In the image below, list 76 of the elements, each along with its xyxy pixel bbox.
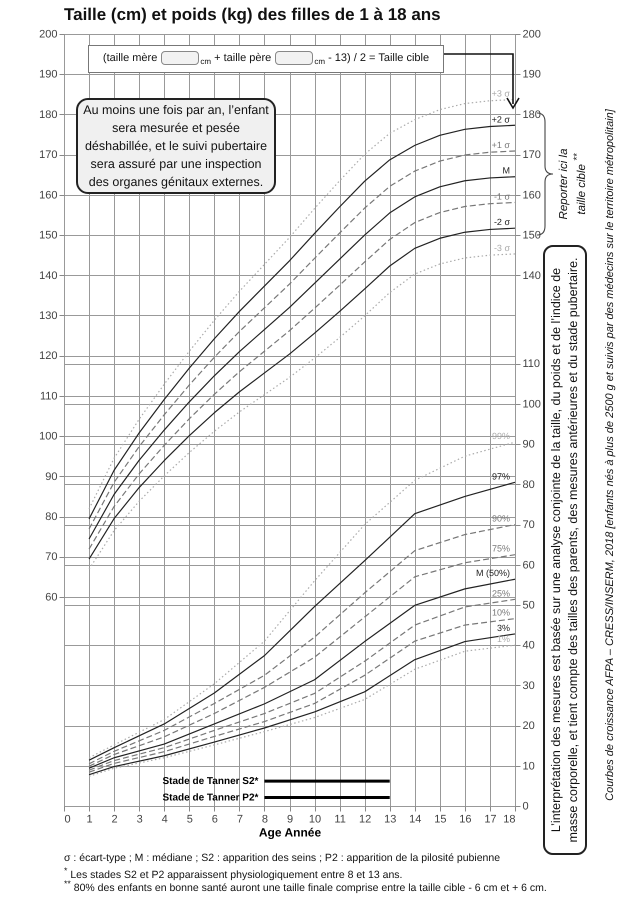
y-tick-label: 150 [39, 230, 58, 242]
y3-tick-label: 170 [522, 149, 541, 162]
y2-tick-label: 90 [522, 438, 535, 451]
y3-tick-label: 150 [522, 230, 541, 242]
y2-tick-label: 0 [522, 800, 529, 812]
series-label: 3% [496, 622, 510, 633]
y-tick-label: 190 [39, 68, 58, 81]
series-label: M [502, 166, 510, 176]
y-tick-label: 130 [39, 310, 58, 322]
x-tick-label: 1 [86, 814, 93, 826]
text: L’interprétation des mesures est basée sur une analyse conjointe de la taille, du poids et de l’indice de masse corporelle, et tient compte des tailles des parents, des mesures antérieures et du stade pubertaire. [548, 256, 581, 845]
y-tick-label: 80 [45, 511, 58, 523]
y2-tick-label: 20 [522, 720, 535, 732]
y2-tick-label: 100 [522, 398, 541, 410]
y-tick-label: 110 [40, 390, 58, 402]
series-label: -2 σ [494, 217, 510, 228]
x-tick-label: 18 [503, 814, 516, 826]
y-tick-label: 160 [39, 189, 58, 202]
x-tick-label: 13 [384, 814, 396, 826]
y-tick-label: 60 [45, 591, 58, 604]
x-tick-label: 16 [459, 814, 472, 826]
y2-tick-label: 110 [522, 358, 540, 370]
x-tick-label: 14 [409, 814, 422, 826]
y2-tick-label: 60 [522, 559, 535, 572]
x-tick-label: 4 [162, 814, 168, 826]
text: $^{*}$ Les stades S2 et P2 apparaissent physiologiquement entre 8 et 13 ans. [64, 865, 402, 880]
x-tick-label: 2 [112, 814, 118, 826]
y-tick-label: 70 [45, 551, 58, 564]
y3-tick-label: 200 [522, 28, 541, 40]
y2-tick-label: 70 [522, 519, 535, 532]
series-label: +1 σ [492, 140, 510, 150]
series-label: 25% [492, 588, 510, 598]
y2-tick-label: 80 [522, 478, 535, 491]
y-tick-label: 170 [39, 149, 58, 162]
series-label: 75% [492, 544, 510, 554]
y2-tick-label: 40 [522, 640, 535, 652]
x-tick-label: 9 [286, 814, 294, 826]
x-tick-label: 8 [262, 814, 268, 826]
series-label: Stade de Tanner P2* [162, 792, 259, 804]
x-tick-label: 6 [212, 814, 218, 826]
y-tick-label: 140 [39, 270, 58, 282]
series-label: Stade de Tanner S2* [162, 776, 259, 788]
series-label: +3 σ [492, 88, 510, 99]
annotation: Au moins une fois par an, l’enfant sera mesurée et pesée déshabillée, et le suivi pubertaire sera assuré par une inspection des organes génitaux externes. [82, 102, 270, 192]
x-tick-label: 3 [136, 814, 143, 826]
x-tick-label: 11 [334, 814, 346, 826]
y-tick-label: 90 [45, 470, 58, 483]
series-label: 1% [496, 634, 510, 644]
text: Courbes de croissance AFPA – CRESS/INSERM, 2018 [enfants nés à plus de 2500 g et suivis par des médecins sur le territoire métropolitain] [604, 109, 616, 801]
y-tick-label: 180 [39, 108, 58, 121]
text: σ : écart-type ; M : médiane ; S2 : apparition des seins ; P2 : apparition de la pilosité pubienne [64, 852, 500, 864]
x-tick-label: 7 [236, 814, 243, 826]
text: (taille mère $_{cm}$ + taille père $_{cm}$ - 13) / 2 = Taille cible [102, 52, 430, 67]
y-tick-label: 200 [39, 28, 58, 40]
y2-tick-label: 50 [522, 599, 535, 612]
y2-tick-label: 10 [522, 760, 535, 772]
series-label: +2 σ [492, 114, 510, 124]
series-label: 97% [492, 471, 510, 482]
x-axis-title: Age Année [258, 826, 322, 840]
y3-tick-label: 180 [522, 108, 541, 121]
x-tick-label: 10 [308, 814, 322, 826]
y3-tick-label: 140 [522, 270, 541, 282]
series-label: 10% [492, 608, 510, 618]
x-tick-label: 0 [64, 814, 71, 826]
x-tick-label: 12 [359, 814, 372, 826]
y-tick-label: 120 [39, 350, 58, 362]
x-tick-label: 15 [434, 814, 446, 826]
chart-title: Taille (cm) et poids (kg) des filles de 1 à 18 ans [64, 5, 441, 24]
y3-tick-label: 160 [522, 189, 541, 202]
y2-tick-label: 30 [522, 680, 535, 692]
y-tick-label: 100 [39, 430, 58, 443]
series-label: -3 σ [494, 242, 510, 253]
series-label: M (50%) [476, 568, 510, 578]
y3-tick-label: 190 [522, 68, 541, 81]
x-tick-label: 17 [484, 814, 497, 826]
x-tick-label: 5 [186, 814, 193, 826]
